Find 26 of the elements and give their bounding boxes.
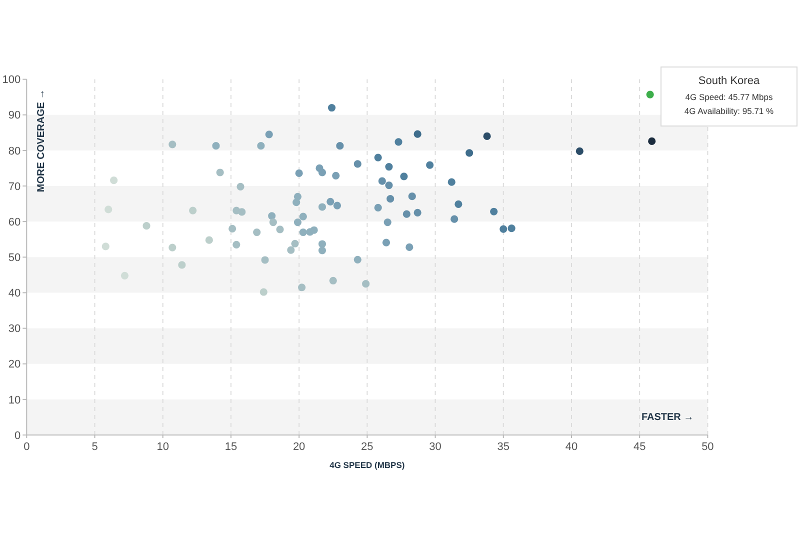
y-tick-label: 90: [8, 110, 21, 122]
annotation: South Korea 4G Speed: 45.77 Mbps 4G Availability: 95.71 %: [684, 75, 774, 116]
x-tick-label: 45: [633, 441, 646, 453]
y-tick-label: 80: [8, 145, 21, 158]
y-tick-label: 70: [8, 180, 21, 193]
y-tick-label: 20: [8, 358, 21, 371]
x-tick-label: 40: [565, 441, 578, 453]
y-tick-label: 50: [8, 252, 21, 264]
x-tick-label: 30: [429, 441, 442, 453]
x-tick-label: 5: [92, 441, 98, 453]
x-tick-label: 0: [24, 441, 30, 453]
x-axis-title: 4G SPEED (MBPS): [330, 460, 405, 470]
y-tick-label: 10: [8, 394, 21, 406]
y-tick-label: 60: [8, 216, 21, 228]
x-tick-label: 15: [224, 441, 238, 453]
x-tick-label: 10: [156, 441, 169, 453]
x-tick-label: 25: [361, 441, 374, 453]
x-tick-label: 50: [702, 441, 714, 453]
annotation: FASTER →: [641, 412, 694, 423]
y-tick-label: 0: [14, 430, 21, 442]
y-axis-title: MORE COVERAGE →: [36, 89, 47, 192]
x-tick-label: 35: [497, 441, 510, 453]
y-tick-label: 100: [2, 74, 21, 86]
y-tick-label: 40: [8, 288, 21, 300]
y-tick-label: 30: [8, 323, 21, 336]
x-tick-label: 20: [292, 441, 306, 453]
